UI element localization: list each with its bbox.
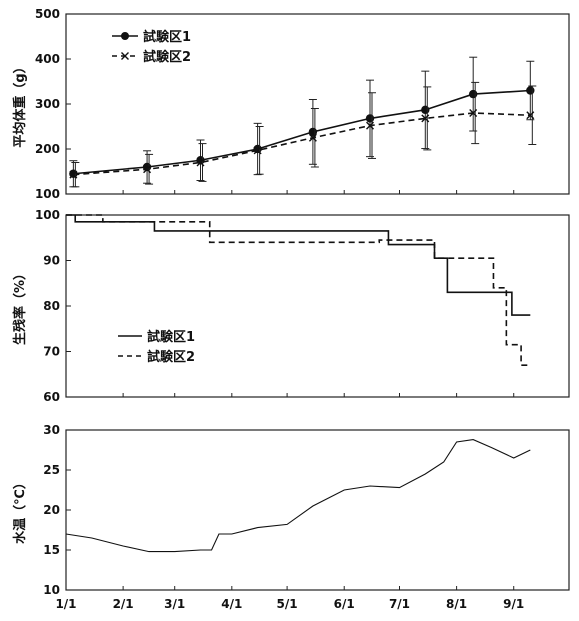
x-tick-label: 8/1 [446, 597, 467, 611]
x-tick-label: 7/1 [389, 597, 410, 611]
panel-2-frame [65, 214, 570, 398]
y-tick-label: 500 [35, 7, 60, 21]
data-point-cross [421, 114, 430, 123]
y-tick-label: 100 [35, 208, 60, 222]
y-tick-label: 80 [43, 299, 60, 313]
y-tick-label: 10 [43, 583, 60, 597]
data-point-circle [468, 89, 478, 99]
legend-marker-cross [121, 52, 129, 60]
series-2-line [66, 214, 531, 366]
data-point-cross [69, 170, 78, 179]
legend-marker-circle [121, 32, 129, 40]
series-1-line [73, 89, 531, 175]
panel-3-frame [65, 429, 570, 591]
y-tick-label: 60 [43, 390, 60, 404]
data-point-cross [526, 111, 535, 120]
data-point-cross [308, 133, 317, 142]
series-1-line [65, 439, 531, 553]
y-tick-label: 200 [35, 142, 60, 156]
y-axis-label: 平均体重（g） [12, 60, 28, 147]
x-tick-label: 5/1 [277, 597, 298, 611]
series-2-line [73, 112, 531, 176]
legend-label-2: 試験区2 [147, 349, 195, 365]
data-point-cross [253, 146, 262, 155]
y-tick-label: 15 [43, 543, 60, 557]
y-tick-label: 90 [43, 254, 60, 268]
data-point-cross [469, 109, 478, 117]
data-point-circle [526, 86, 535, 95]
legend-label-2: 試験区2 [143, 49, 191, 65]
y-tick-label: 400 [35, 52, 60, 66]
y-tick-label: 20 [43, 503, 60, 517]
y-tick-label: 25 [43, 463, 60, 477]
y-tick-label: 300 [35, 97, 60, 111]
y-axis-label: 水温（℃） [12, 476, 28, 544]
data-point-circle [253, 144, 262, 154]
data-point-cross [366, 121, 375, 130]
x-tick-label: 6/1 [334, 597, 355, 611]
y-tick-label: 30 [43, 423, 60, 437]
data-point-circle [421, 105, 430, 115]
legend-label-1: 試験区1 [143, 29, 191, 45]
data-point-circle [365, 114, 375, 123]
x-tick-label: 9/1 [503, 597, 524, 611]
legend-label-1: 試験区1 [147, 329, 195, 345]
y-axis-label: 生残率（%） [12, 267, 28, 345]
x-tick-label: 3/1 [164, 597, 185, 611]
x-tick-label: 2/1 [113, 597, 134, 611]
x-tick-label: 4/1 [221, 597, 242, 611]
y-tick-label: 100 [35, 187, 60, 201]
series-1-line [66, 214, 531, 316]
data-point-cross [143, 165, 152, 174]
y-tick-label: 70 [43, 345, 60, 359]
data-point-cross [196, 158, 205, 167]
x-tick-label: 1/1 [55, 597, 76, 611]
